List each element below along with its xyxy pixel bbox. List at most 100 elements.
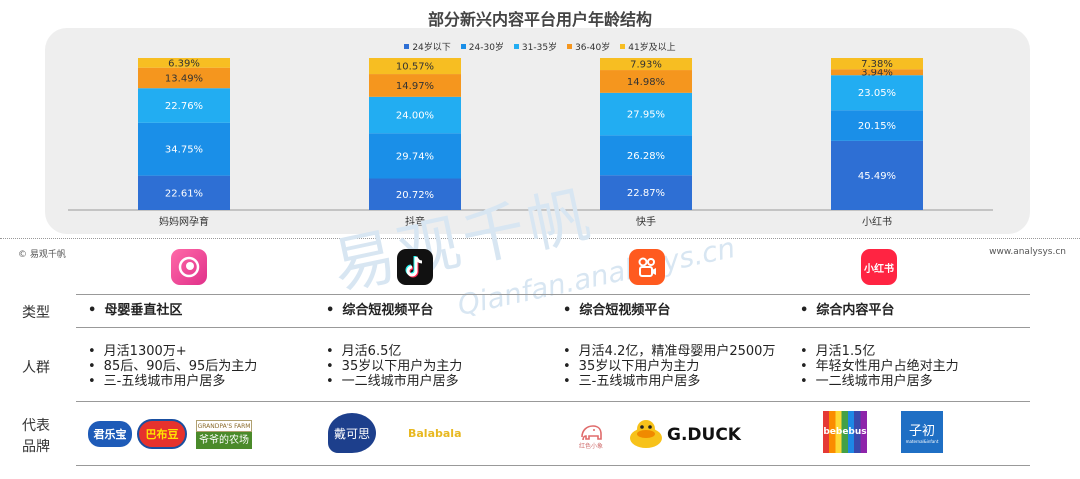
legend-swatch (404, 44, 410, 49)
mama-icon (171, 249, 207, 285)
bar-segment (138, 122, 230, 176)
legend-label: 36-40岁 (575, 43, 611, 53)
row-label-brands-1: 代表 (22, 418, 50, 434)
site-url: www.analysys.cn (989, 247, 1066, 257)
legend-item-5: 41岁及以上 (620, 40, 676, 53)
bar-segment (369, 178, 461, 210)
user-line: 35岁以下用户为主力 (326, 359, 463, 374)
row-divider (76, 401, 1030, 402)
stacked-bar-chart: 22.61% 34.75% 22.76% 13.49% 6.39% 妈妈网孕育 20.72%… (68, 58, 993, 228)
user-line: 月活1.5亿 (800, 344, 959, 359)
bar-segment (600, 58, 692, 71)
data-label: 22.61% (165, 188, 203, 199)
type-cell-4: 综合内容平台 (800, 303, 894, 318)
user-line: 85后、90后、95后为主力 (88, 359, 258, 374)
legend-swatch (460, 44, 466, 49)
legend-item-1: 24岁以下 (404, 40, 451, 53)
row-label-type: 类型 (22, 305, 50, 321)
users-cell-2: 月活6.5亿 35岁以下用户为主力 一二线城市用户居多 (326, 344, 463, 389)
legend-label: 24岁以下 (412, 43, 451, 53)
data-label: 23.05% (858, 88, 896, 99)
brand-logo-babudou: 巴布豆 (137, 419, 187, 449)
data-label: 34.75% (165, 145, 203, 156)
douyin-icon (397, 249, 433, 285)
users-cell-4: 月活1.5亿 年轻女性用户占绝对主力 一二线城市用户居多 (800, 344, 959, 389)
row-divider (76, 327, 1030, 328)
data-label: 24.00% (396, 111, 434, 122)
xiaohongshu-icon: 小红书 (861, 249, 897, 285)
legend-item-2: 24-30岁 (460, 40, 504, 53)
data-label: 7.93% (630, 60, 662, 71)
user-line: 一二线城市用户居多 (800, 374, 959, 389)
category-label: 抖音 (405, 215, 425, 228)
bar-segment (138, 58, 230, 68)
data-label: 29.74% (396, 151, 434, 162)
brand-logo-zichu-text: 子初 (908, 424, 935, 439)
data-label: 26.28% (627, 151, 665, 162)
bar-segment (831, 110, 923, 141)
data-label: 20.72% (396, 190, 434, 201)
elephant-icon (581, 425, 602, 441)
bar-segment (831, 69, 923, 76)
brand-logo-grandpas-farm-cn: 爷爷的农场 (196, 432, 252, 449)
brand-logo-gduck-icon (628, 419, 664, 453)
brand-logo-daikesi: 戴可思 (328, 413, 376, 453)
bar-segment (369, 74, 461, 97)
data-label: 22.87% (627, 188, 665, 199)
data-label: 7.38% (861, 59, 893, 70)
brand-logo-red-elephant-label: 红色小象 (578, 443, 603, 450)
type-cell-3: 综合短视频平台 (563, 303, 670, 318)
type-text: 综合内容平台 (800, 303, 894, 318)
row-label-users: 人群 (22, 360, 50, 376)
data-label: 14.98% (627, 77, 665, 88)
legend-swatch (513, 44, 519, 49)
brand-logo-balabala: Balabala (408, 427, 462, 440)
users-cell-3: 月活4.2亿，精准母婴用户2500万 35岁以下用户为主力 三-五线城市用户居多 (563, 344, 776, 389)
type-cell-2: 综合短视频平台 (326, 303, 433, 318)
chart-title: 部分新兴内容平台用户年龄结构 (427, 10, 652, 29)
bar-segment (600, 135, 692, 176)
legend-item-3: 31-35岁 (513, 40, 558, 53)
bar-segment (369, 58, 461, 75)
category-label: 妈妈网孕育 (159, 215, 209, 228)
brand-logo-junlebao: 君乐宝 (88, 421, 132, 447)
type-cell-1: 母婴垂直社区 (88, 303, 182, 318)
legend-label: 31-35岁 (521, 43, 558, 53)
brand-logo-red-elephant: 红色小象 (576, 418, 606, 450)
brand-logo-bebebus: bebebus (823, 411, 867, 453)
legend-swatch (620, 44, 626, 49)
data-label: 13.49% (165, 73, 203, 84)
brand-logo-zichu-sub: maternal&infant (905, 439, 939, 444)
bar-segment (831, 75, 923, 111)
data-label: 45.49% (858, 171, 896, 182)
data-label: 20.15% (858, 121, 896, 132)
legend-label: 24-30岁 (468, 43, 504, 53)
user-line: 月活4.2亿，精准母婴用户2500万 (563, 344, 776, 359)
legend-label: 41岁及以上 (628, 43, 676, 53)
row-divider (76, 465, 1030, 466)
bar-segment (600, 70, 692, 93)
users-cell-1: 月活1300万+ 85后、90后、95后为主力 三-五线城市用户居多 (88, 344, 258, 389)
bar-segment (369, 133, 461, 179)
bar-segment (369, 96, 461, 134)
data-label: 3.94% (861, 68, 893, 79)
type-text: 综合短视频平台 (563, 303, 670, 318)
user-line: 35岁以下用户为主力 (563, 359, 775, 374)
category-label: 小红书 (862, 215, 892, 228)
type-text: 母婴垂直社区 (88, 303, 182, 318)
bar-segment (138, 88, 230, 123)
copyright: © 易观千帆 (18, 250, 66, 260)
brand-logo-gduck: G.DUCK (667, 425, 741, 445)
bar-segment (138, 67, 230, 89)
duck-icon (630, 420, 662, 448)
row-divider (76, 294, 1030, 295)
user-line: 一二线城市用户居多 (326, 374, 462, 389)
data-label: 14.97% (396, 81, 434, 92)
user-line: 月活1300万+ (88, 344, 257, 359)
chart-legend: 24岁以下 24-30岁 31-35岁 36-40岁 41岁及以上 (0, 40, 1080, 53)
row-label-brands-2: 品牌 (22, 439, 50, 455)
bar-segment (600, 92, 692, 136)
divider (0, 238, 1080, 239)
user-line: 三-五线城市用户居多 (563, 374, 775, 389)
legend-swatch (567, 44, 573, 49)
